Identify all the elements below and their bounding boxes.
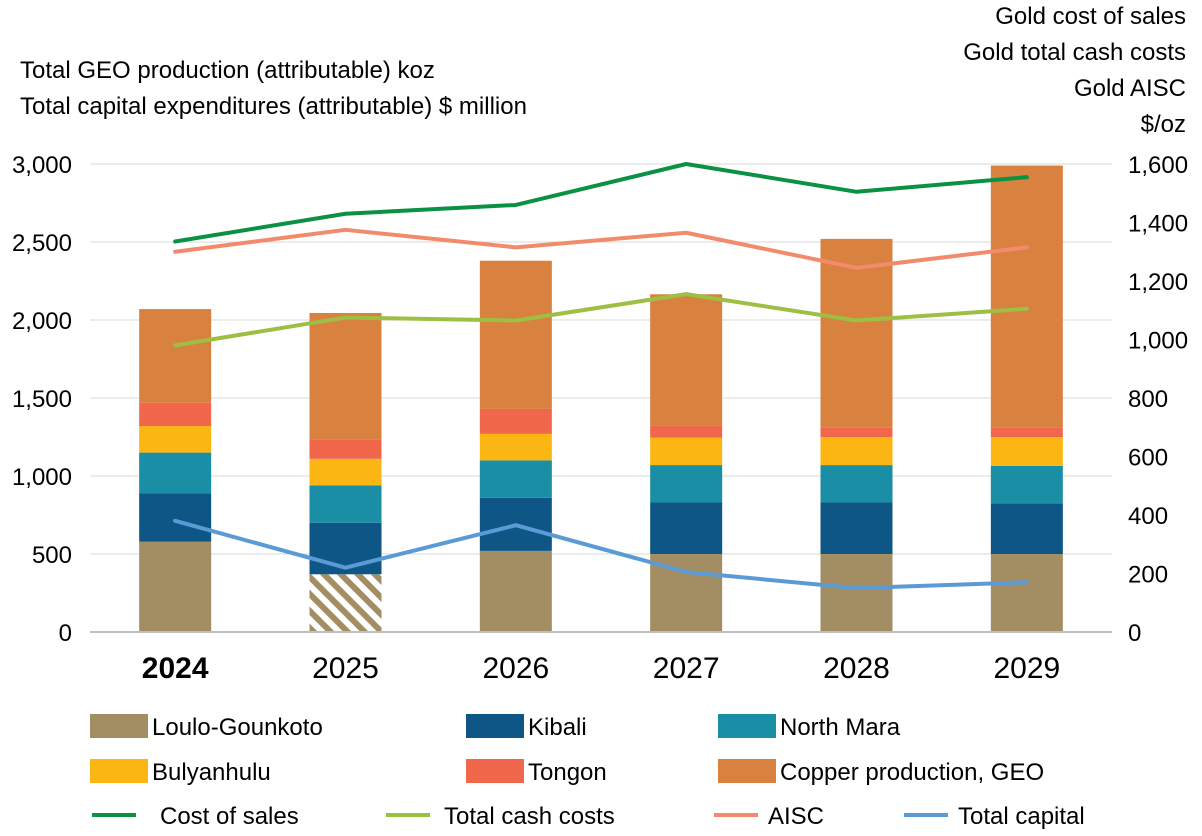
bar-copper-production-geo-2028 xyxy=(820,238,893,428)
x-tick-label-2029: 2029 xyxy=(993,652,1060,685)
line-cost-of-sales xyxy=(173,162,1029,244)
legend-label-cost-of-sales: Cost of sales xyxy=(160,803,299,830)
right-tick-label: 0 xyxy=(1128,620,1141,647)
left-axis-title: Total GEO production (attributable) koz … xyxy=(20,57,527,120)
left-tick-label: 0 xyxy=(59,620,72,647)
bar-north-mara-2024 xyxy=(139,452,212,494)
right-tick-label: 1,400 xyxy=(1128,211,1188,238)
x-tick-label-2024: 2024 xyxy=(142,652,209,685)
x-tick-label-2027: 2027 xyxy=(653,652,720,685)
bar-tongon-2027 xyxy=(650,425,723,438)
right-tick-label: 200 xyxy=(1128,562,1168,589)
line-aisc xyxy=(173,227,1029,270)
right-tick-label: 600 xyxy=(1128,445,1168,472)
left-tick-label: 1,500 xyxy=(12,386,72,413)
bar-tongon-2028 xyxy=(820,427,893,437)
legend-swatch-copper-production xyxy=(718,759,776,783)
legend-swatch-loulo-gounkoto xyxy=(90,714,148,738)
bar-bulyanhulu-2024 xyxy=(139,426,212,453)
left-tick-label: 1,000 xyxy=(12,464,72,491)
right-tick-label: 1,200 xyxy=(1128,269,1188,296)
left-tick-label: 2,000 xyxy=(12,308,72,335)
legend-label-north-mara: North Mara xyxy=(780,714,901,741)
gridlines xyxy=(90,163,1112,555)
legend: Loulo-Gounkoto Kibali North Mara Bulyanh… xyxy=(90,714,1085,830)
legend-swatch-north-mara xyxy=(718,714,776,738)
right-title-line-2: Gold total cash costs xyxy=(963,39,1186,66)
legend-label-total-capital: Total capital xyxy=(958,803,1085,830)
right-title-line-3: Gold AISC xyxy=(1074,75,1186,102)
legend-swatch-bulyanhulu xyxy=(90,759,148,783)
bar-copper-production-geo-2024 xyxy=(139,309,212,403)
bar-loulo-gounkoto-2024 xyxy=(139,541,212,632)
bar-tongon-2029 xyxy=(990,427,1063,437)
legend-swatch-tongon xyxy=(466,759,524,783)
bar-tongon-2024 xyxy=(139,402,212,427)
bar-kibali-2029 xyxy=(990,503,1063,554)
bar-bulyanhulu-2025 xyxy=(309,458,382,486)
bar-kibali-2024 xyxy=(139,493,212,542)
left-title-line-1: Total GEO production (attributable) koz xyxy=(20,57,435,84)
bar-loulo-gounkoto-2026 xyxy=(479,550,552,632)
bar-copper-production-geo-2027 xyxy=(650,294,723,426)
legend-label-total-cash-costs: Total cash costs xyxy=(444,803,615,830)
line-total-capital xyxy=(173,518,1029,591)
legend-label-aisc: AISC xyxy=(768,803,824,830)
bar-north-mara-2025 xyxy=(309,485,382,523)
lines xyxy=(173,162,1029,591)
left-tick-label: 2,500 xyxy=(12,230,72,257)
legend-label-bulyanhulu: Bulyanhulu xyxy=(152,759,271,786)
bar-north-mara-2026 xyxy=(479,460,552,498)
legend-label-tongon: Tongon xyxy=(528,759,607,786)
x-axis-labels: 2024 2025 2026 2027 2028 2029 xyxy=(142,652,1060,685)
legend-label-loulo-gounkoto: Loulo-Gounkoto xyxy=(152,714,323,741)
bar-copper-production-geo-2026 xyxy=(479,260,552,409)
x-tick-label-2028: 2028 xyxy=(823,652,890,685)
bar-bulyanhulu-2028 xyxy=(820,437,893,466)
x-tick-label-2026: 2026 xyxy=(482,652,549,685)
bar-north-mara-2029 xyxy=(990,465,1063,504)
right-axis-title: Gold cost of sales Gold total cash costs… xyxy=(963,3,1186,138)
right-tick-label: 800 xyxy=(1128,386,1168,413)
legend-label-kibali: Kibali xyxy=(528,714,587,741)
line-total-cash-costs xyxy=(173,292,1029,348)
right-tick-label: 1,600 xyxy=(1128,152,1188,179)
left-tick-label: 3,000 xyxy=(12,152,72,179)
bar-kibali-2027 xyxy=(650,502,723,554)
bar-bulyanhulu-2027 xyxy=(650,437,723,466)
right-title-line-1: Gold cost of sales xyxy=(995,3,1186,30)
bar-loulo-gounkoto-2029 xyxy=(990,554,1063,632)
left-title-line-2: Total capital expenditures (attributable… xyxy=(20,93,527,120)
bar-bulyanhulu-2026 xyxy=(479,433,552,461)
bar-tongon-2026 xyxy=(479,408,552,434)
bar-loulo-gounkoto-2025 xyxy=(309,574,382,632)
right-title-line-4: $/oz xyxy=(1141,111,1186,138)
legend-swatch-kibali xyxy=(466,714,524,738)
x-tick-label-2025: 2025 xyxy=(312,652,379,685)
bar-north-mara-2028 xyxy=(820,465,893,503)
bar-bulyanhulu-2029 xyxy=(990,437,1063,466)
bar-kibali-2028 xyxy=(820,502,893,554)
bar-copper-production-geo-2025 xyxy=(309,312,382,440)
right-axis-ticks: 0 200 400 600 800 1,000 1,200 1,400 1,600 xyxy=(1128,152,1188,647)
legend-label-copper-production: Copper production, GEO xyxy=(780,759,1044,786)
right-tick-label: 1,000 xyxy=(1128,328,1188,355)
bar-loulo-gounkoto-2028 xyxy=(820,554,893,632)
bars xyxy=(139,165,1063,632)
left-axis-ticks: 0 500 1,000 1,500 2,000 2,500 3,000 xyxy=(12,152,72,647)
bar-tongon-2025 xyxy=(309,439,382,459)
bar-copper-production-geo-2029 xyxy=(990,165,1063,428)
left-tick-label: 500 xyxy=(32,542,72,569)
bar-north-mara-2027 xyxy=(650,465,723,503)
right-tick-label: 400 xyxy=(1128,503,1168,530)
